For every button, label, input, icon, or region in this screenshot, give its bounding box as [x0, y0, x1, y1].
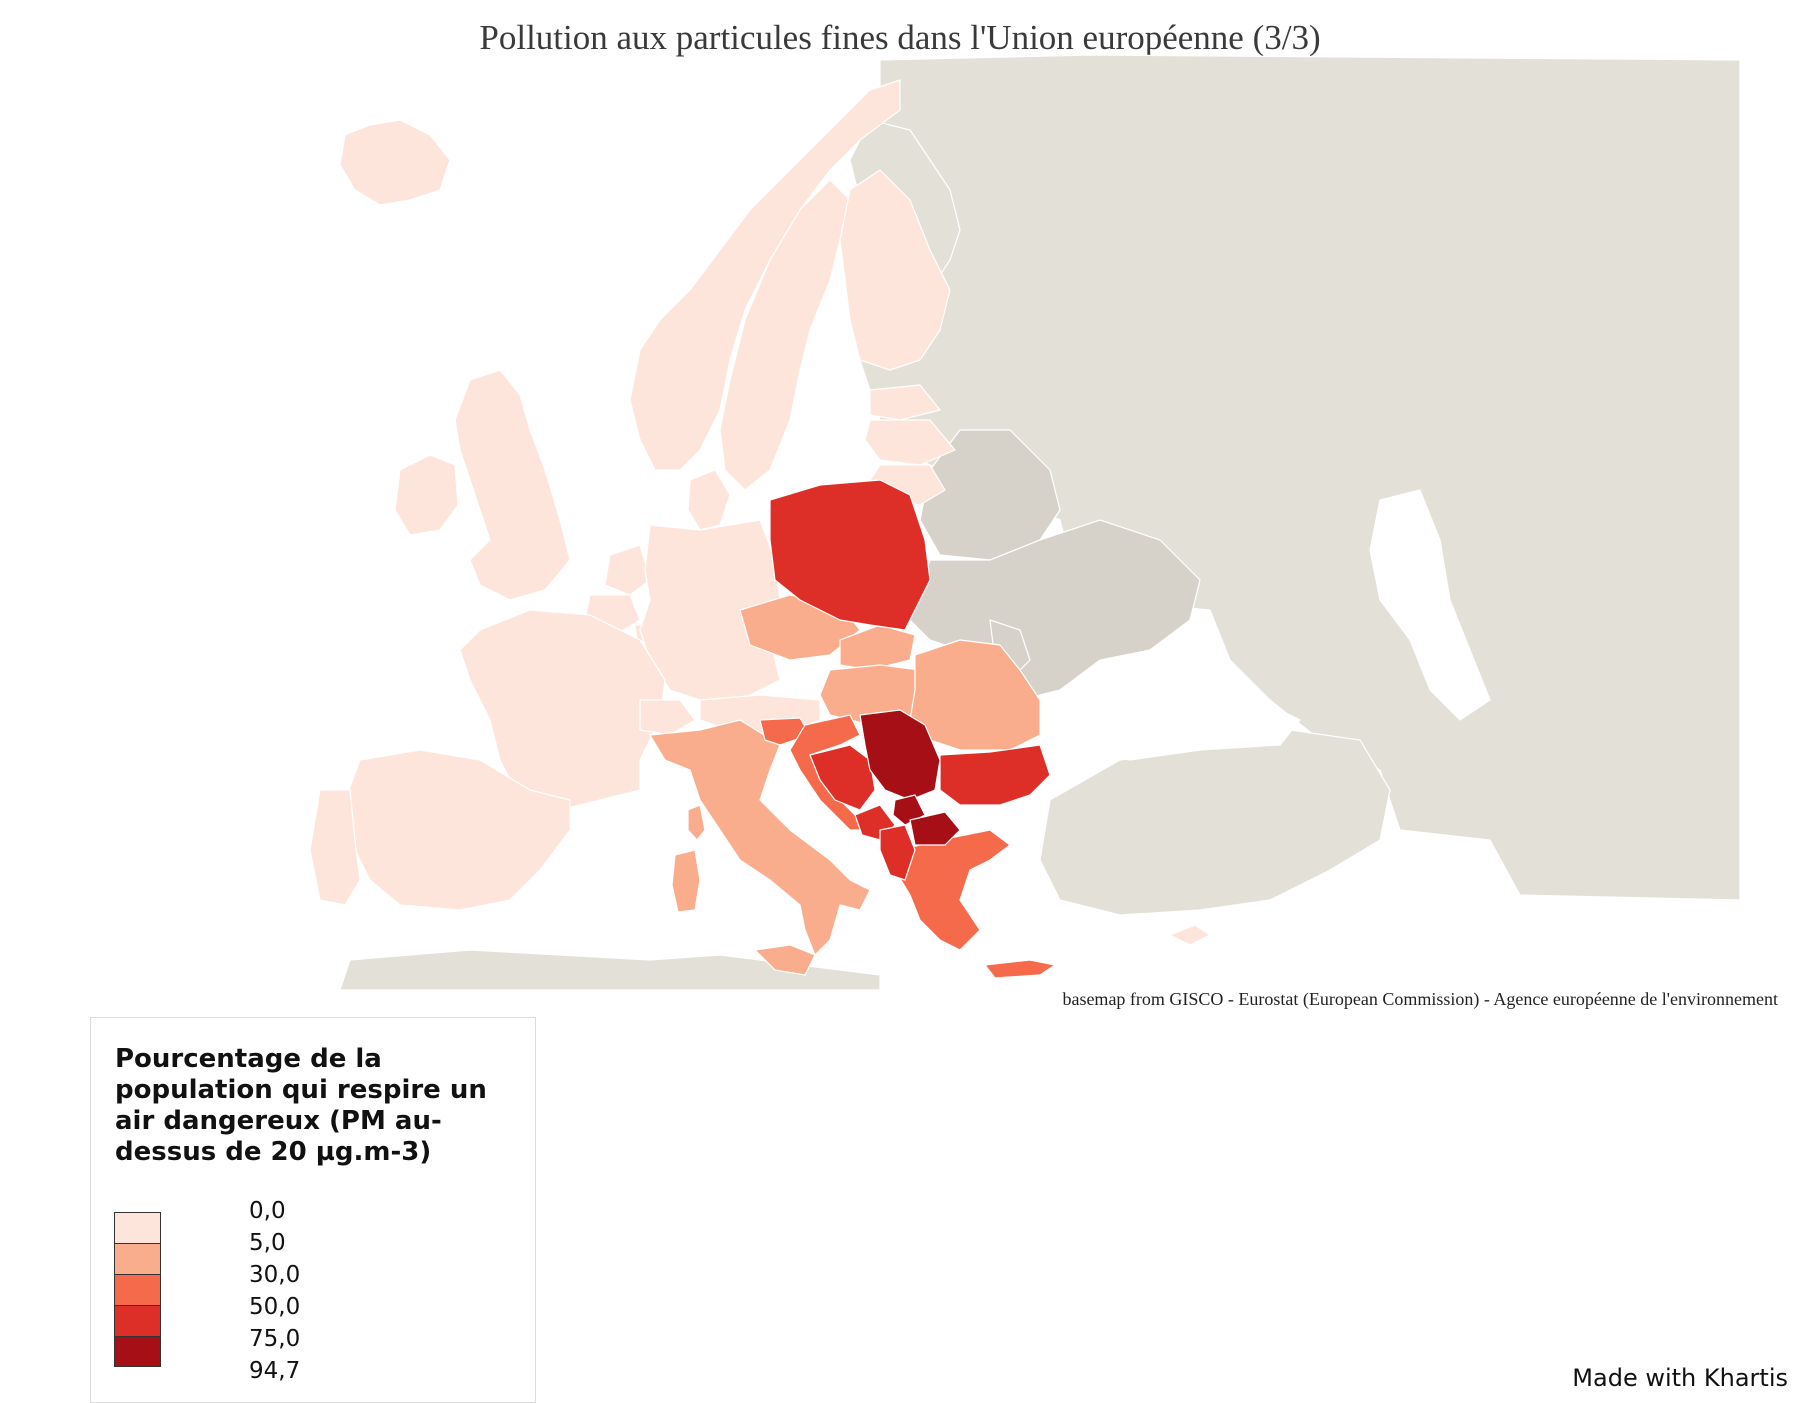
legend-break-label: 30,0	[249, 1262, 301, 1288]
non-eu-land	[339, 54, 1741, 990]
legend-swatch	[114, 1243, 161, 1274]
region-netherlands	[604, 544, 651, 596]
choropleth-map	[309, 54, 1741, 990]
black-sea	[1059, 679, 1301, 761]
legend-break-label: 5,0	[249, 1230, 286, 1256]
legend-swatch	[114, 1212, 161, 1243]
region-north-macedonia	[909, 811, 961, 846]
region-sweden	[719, 179, 851, 491]
legend-swatch	[114, 1336, 161, 1367]
region-iceland	[339, 119, 451, 206]
legend-labels: 0,0 5,0 30,0 50,0 75,0 94,7	[249, 1195, 300, 1387]
legend-break-label: 75,0	[249, 1326, 301, 1352]
region-switzerland	[639, 699, 696, 736]
legend-break-label: 50,0	[249, 1294, 301, 1320]
legend-break-label: 0,0	[249, 1198, 286, 1224]
region-estonia	[869, 384, 941, 421]
region-serbia	[859, 709, 941, 801]
region-greece	[894, 829, 1011, 951]
made-with-credit: Made with Khartis	[1572, 1364, 1788, 1392]
region-croatia	[789, 714, 871, 831]
legend: Pourcentage de la population qui respire…	[90, 1017, 536, 1403]
region-bosnia-and-herzegovina	[809, 744, 876, 811]
region-portugal	[309, 789, 361, 906]
north-africa	[339, 949, 881, 990]
turkey	[1039, 729, 1391, 916]
legend-scale	[114, 1212, 161, 1367]
region-romania	[909, 639, 1041, 751]
region-poland	[769, 479, 931, 631]
region-norway	[629, 79, 901, 471]
region-finland	[839, 169, 951, 371]
region-crete	[984, 959, 1056, 979]
region-italy	[649, 719, 871, 956]
region-sicily	[754, 944, 816, 976]
region-sardinia	[671, 849, 701, 913]
region-bulgaria	[939, 744, 1051, 806]
region-corsica	[687, 804, 706, 841]
legend-title: Pourcentage de la population qui respire…	[115, 1044, 487, 1167]
region-united-kingdom	[454, 369, 571, 601]
legend-break-label: 94,7	[249, 1358, 301, 1384]
region-france	[459, 609, 666, 811]
caspian-sea	[1369, 489, 1491, 721]
source-note: basemap from GISCO - Eurostat (European …	[1062, 989, 1778, 1009]
map-title: Pollution aux particules fines dans l'Un…	[479, 18, 1321, 57]
legend-swatch	[114, 1274, 161, 1305]
region-cyprus	[1169, 924, 1211, 946]
region-denmark	[687, 469, 731, 531]
region-ireland	[394, 454, 459, 536]
legend-swatch	[114, 1305, 161, 1336]
